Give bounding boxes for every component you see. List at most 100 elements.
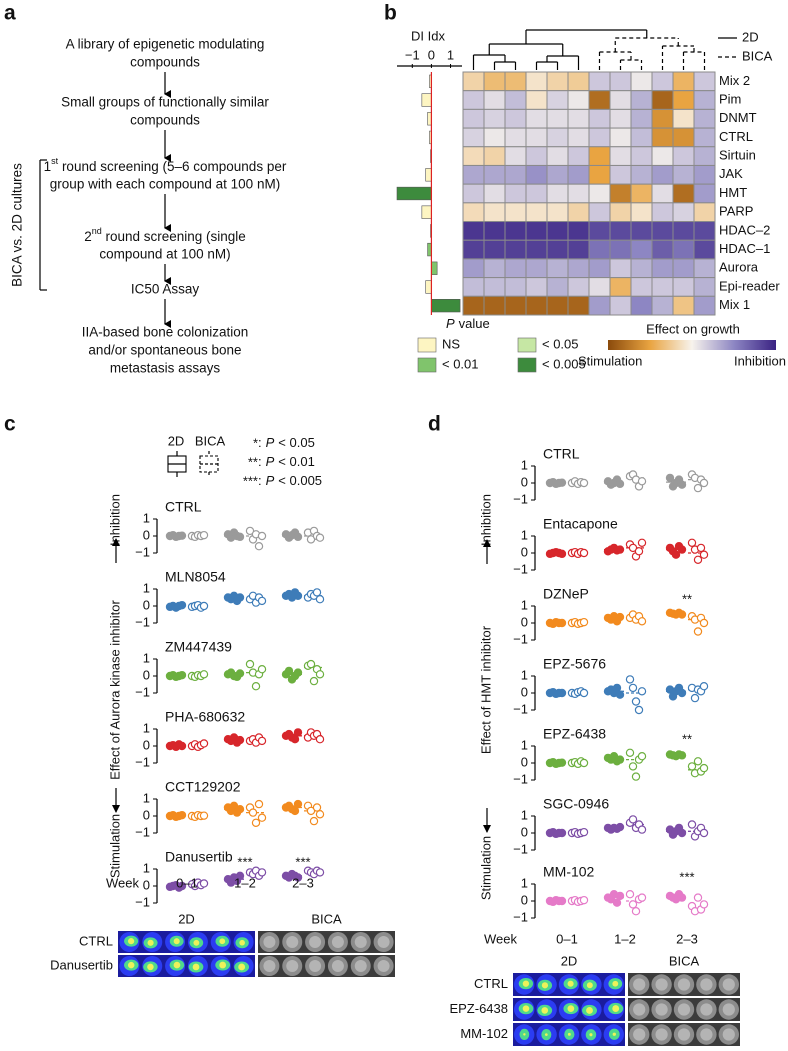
y-tick-label: 1	[521, 457, 528, 472]
image-row-label: CTRL	[79, 933, 113, 948]
well-inner	[286, 936, 299, 948]
heatmap-cell	[504, 90, 527, 110]
y-tick-label: −1	[513, 561, 528, 576]
bica-point	[699, 682, 709, 691]
well-inner	[677, 1028, 691, 1041]
row-label: HDAC–1	[719, 241, 770, 256]
bracket-label: BICA vs. 2D cultures	[10, 163, 25, 287]
heatmap-cell	[504, 277, 527, 297]
bica-point	[245, 659, 255, 669]
drug-name: CTRL	[543, 446, 580, 462]
heatmap-cell	[567, 127, 590, 148]
heatmap-cell	[588, 239, 611, 260]
heatmap-cell	[630, 90, 653, 110]
2d-point	[177, 531, 187, 540]
di-bar	[421, 93, 432, 107]
heatmap-cell	[609, 90, 632, 110]
heatmap-cell	[525, 183, 548, 204]
scale-low-label: Stimulation	[578, 353, 642, 368]
2d-point	[677, 751, 687, 760]
y-label-high: Inhibition	[107, 494, 122, 546]
y-tick-label: 0	[521, 892, 528, 907]
well-inner	[655, 1003, 668, 1016]
x-tick-label: 2–3	[292, 875, 314, 890]
well-inner	[263, 936, 276, 948]
y-tick-label: 1	[521, 875, 528, 890]
signal-core	[173, 938, 180, 945]
signal-core	[612, 1032, 616, 1036]
heatmap-cell	[588, 108, 611, 129]
bica-point	[199, 530, 209, 540]
x-axis-title: Week	[484, 931, 517, 946]
heatmap-cell	[672, 202, 695, 223]
step-text: compounds	[130, 113, 200, 128]
row-label: PARP	[719, 204, 753, 219]
well-inner	[354, 936, 367, 948]
legend-sep: :	[258, 435, 262, 450]
heatmap-cell	[609, 146, 632, 166]
heatmap-cell	[546, 71, 569, 92]
well-inner	[377, 960, 390, 972]
y-tick-label: 1	[521, 737, 528, 752]
bica-point	[699, 618, 709, 628]
bica-point	[315, 533, 325, 542]
drug-name: Entacapone	[543, 516, 618, 532]
image-column-label: BICA	[669, 953, 700, 968]
superscript: st	[51, 156, 59, 166]
x-tick-label: 0–1	[176, 875, 198, 890]
heatmap-cell	[546, 239, 569, 260]
signal-core	[522, 1005, 530, 1012]
y-tick-label: 1	[143, 510, 150, 525]
y-tick-label: −1	[513, 631, 528, 646]
heatmap-cell	[462, 164, 485, 185]
2d-point	[235, 532, 245, 542]
signal-core	[544, 1033, 548, 1036]
heatmap-cell	[693, 202, 716, 223]
bica-point	[312, 588, 322, 597]
heatmap-cell	[693, 127, 716, 148]
heatmap-cell	[567, 183, 590, 204]
signal-core	[173, 961, 181, 969]
drug-name: Danusertib	[165, 849, 233, 865]
heatmap-cell	[651, 183, 674, 204]
well-inner	[677, 978, 691, 991]
bica-point	[257, 736, 267, 746]
bica-point	[257, 665, 267, 674]
heatmap-cell	[525, 239, 548, 260]
bica-point	[687, 820, 697, 829]
2d-point	[557, 549, 567, 559]
signal-core	[523, 1033, 526, 1036]
legend-label: < 0.01	[442, 356, 479, 371]
signal-core	[192, 963, 200, 971]
signal-core	[589, 1033, 593, 1037]
heatmap-cell	[525, 258, 548, 279]
image-column-label: 2D	[178, 911, 195, 926]
bica-point	[199, 879, 209, 888]
signal-core	[219, 938, 226, 945]
2d-point	[615, 822, 625, 832]
legend-label: < 0.05	[542, 336, 579, 351]
2d-point	[671, 550, 681, 559]
heatmap-cell	[651, 202, 674, 223]
heatmap-cell	[693, 258, 716, 279]
heatmap-cell	[525, 164, 548, 185]
heatmap-cell	[567, 277, 590, 297]
row-label: Pim	[719, 91, 741, 106]
bica-point	[625, 675, 635, 684]
step-text: A library of epigenetic modulating	[66, 37, 265, 52]
heatmap-cell	[672, 295, 695, 316]
axis-title: DI Idx	[411, 28, 445, 43]
bica-point	[699, 478, 709, 488]
bica-point	[696, 543, 706, 553]
y-tick-label: −1	[513, 909, 528, 924]
heatmap-cell	[630, 164, 653, 185]
heatmap-cell	[672, 258, 695, 279]
heatmap-cell	[462, 146, 485, 166]
heatmap-cell	[651, 146, 674, 166]
legend-p: P	[266, 454, 275, 469]
heatmap-cell	[525, 221, 548, 241]
drug-name: PHA-680632	[165, 709, 245, 725]
bica-point	[315, 868, 325, 877]
signal-core	[541, 982, 549, 989]
